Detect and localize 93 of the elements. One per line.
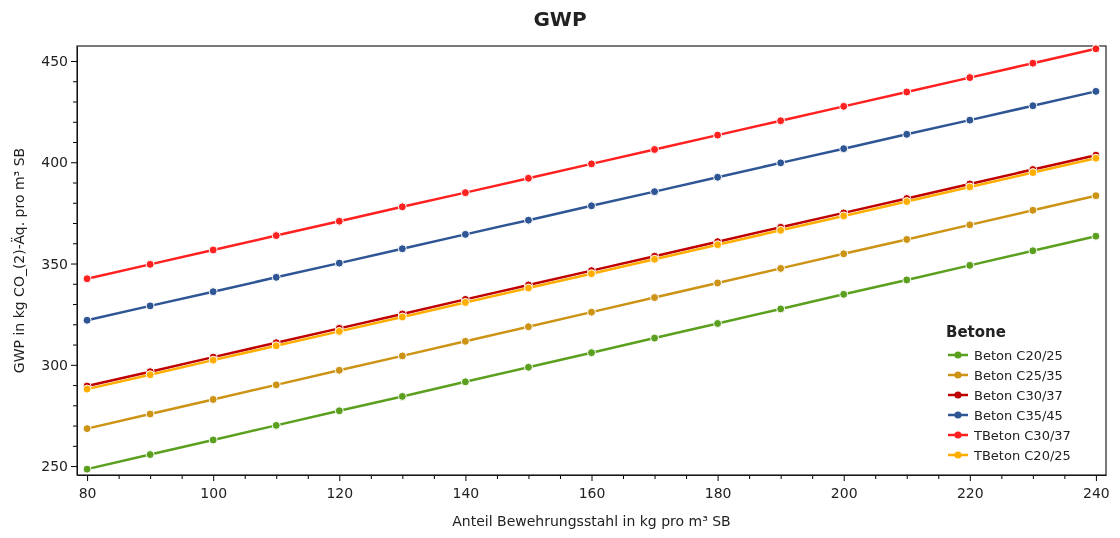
- point: [1091, 44, 1101, 54]
- point: [1028, 246, 1038, 256]
- x-tick-label: 200: [830, 485, 858, 501]
- point: [145, 409, 155, 419]
- point: [902, 129, 912, 139]
- point: [334, 365, 344, 375]
- point: [902, 275, 912, 285]
- point: [776, 158, 786, 168]
- point: [145, 259, 155, 269]
- y-tick-label: 400: [41, 154, 68, 171]
- point: [965, 73, 975, 83]
- point: [839, 101, 849, 111]
- y-tick-label: 250: [41, 458, 68, 475]
- point: [587, 159, 596, 169]
- point: [587, 307, 596, 317]
- x-tick-label: 160: [578, 485, 606, 501]
- point: [902, 87, 912, 97]
- x-tick-label: 240: [1083, 485, 1110, 501]
- point: [650, 187, 660, 197]
- x-tick-label: 140: [452, 485, 480, 501]
- point: [587, 201, 596, 211]
- point: [650, 293, 660, 303]
- x-axis-title: Anteil Bewehrungsstahl in kg pro m³ SB: [452, 513, 731, 529]
- point: [271, 272, 281, 282]
- point: [1091, 231, 1101, 241]
- legend-label: Beton C35/45: [974, 407, 1063, 423]
- point: [460, 377, 470, 387]
- point: [839, 289, 849, 299]
- legend-label: TBeton C20/25: [973, 447, 1071, 463]
- point: [1091, 191, 1101, 201]
- point: [587, 348, 596, 358]
- point: [776, 116, 786, 126]
- point: [397, 202, 407, 212]
- point: [271, 380, 281, 390]
- point: [145, 450, 155, 460]
- point: [965, 115, 975, 125]
- point: [208, 394, 218, 404]
- point: [208, 287, 218, 297]
- legend-title: Betone: [946, 323, 1006, 341]
- point: [713, 319, 723, 328]
- chart-title: GWP: [533, 7, 587, 31]
- point: [460, 229, 470, 239]
- point: [460, 188, 470, 198]
- point: [523, 362, 533, 372]
- legend-label: Beton C25/35: [974, 367, 1063, 383]
- x-tick-label: 180: [704, 485, 732, 501]
- point: [523, 173, 533, 183]
- point: [713, 278, 723, 288]
- point: [523, 215, 533, 225]
- point: [902, 197, 912, 207]
- point: [334, 258, 344, 268]
- point: [82, 315, 92, 325]
- legend-label: TBeton C30/37: [973, 427, 1071, 443]
- point: [1028, 58, 1038, 68]
- point: [902, 234, 912, 244]
- point: [460, 336, 470, 346]
- point: [208, 435, 218, 445]
- point: [271, 231, 281, 241]
- point: [776, 263, 786, 273]
- point: [334, 406, 344, 416]
- y-tick-label: 450: [41, 52, 68, 69]
- x-tick-label: 80: [78, 485, 97, 501]
- point: [839, 144, 849, 154]
- point: [776, 304, 786, 314]
- point: [965, 220, 975, 230]
- point: [713, 130, 723, 140]
- point: [965, 260, 975, 270]
- point: [713, 172, 723, 182]
- point: [82, 424, 92, 434]
- point: [1028, 101, 1038, 111]
- point: [271, 420, 281, 430]
- y-tick-label: 350: [41, 255, 68, 272]
- point: [650, 145, 660, 154]
- legend-label: Beton C30/37: [974, 387, 1063, 403]
- y-axis-title: GWP in kg CO_(2)-Äq. pro m³ SB: [10, 147, 27, 374]
- point: [523, 322, 533, 332]
- x-tick-label: 220: [956, 485, 984, 501]
- point: [397, 391, 407, 401]
- legend-label: Beton C20/25: [974, 347, 1063, 363]
- point: [82, 274, 92, 284]
- x-tick-label: 120: [326, 485, 354, 501]
- y-tick-label: 300: [41, 356, 68, 373]
- point: [397, 244, 407, 254]
- point: [650, 333, 660, 343]
- point: [397, 351, 407, 361]
- point: [1028, 205, 1038, 215]
- point: [208, 245, 218, 255]
- point: [1091, 86, 1101, 96]
- point: [839, 249, 849, 259]
- x-tick-label: 100: [200, 485, 228, 501]
- point: [334, 216, 344, 226]
- point: [145, 301, 155, 311]
- point: [82, 464, 92, 474]
